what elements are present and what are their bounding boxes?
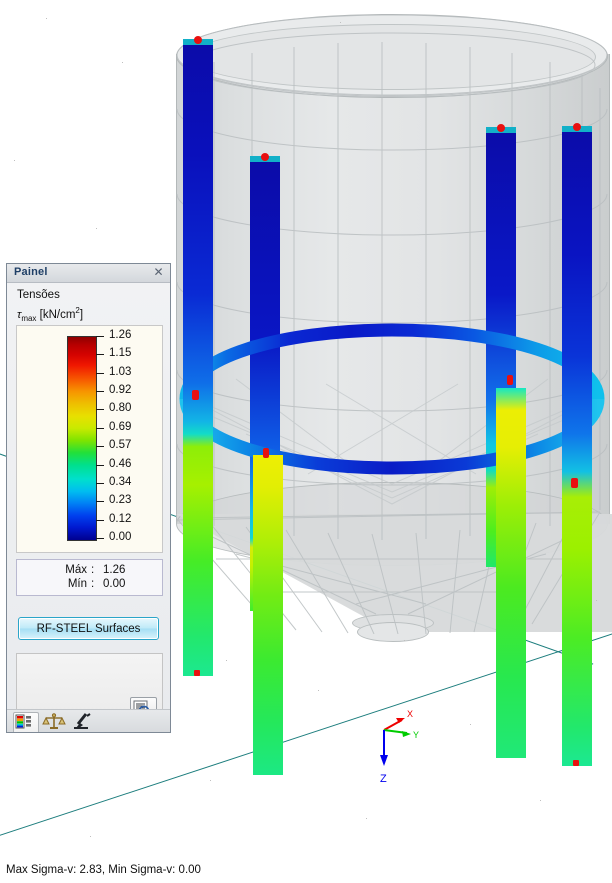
tau-subscript: max (21, 314, 37, 324)
legend-tick-mark (96, 446, 104, 448)
legend-tick-value: 0.34 (109, 475, 132, 488)
max-separator: : (91, 564, 95, 576)
min-label: Mín (67, 578, 87, 590)
svg-text:Y: Y (413, 730, 419, 740)
stress-unit-label: τmax [kN/cm2] (17, 306, 83, 323)
speck (404, 640, 405, 641)
silo-cone-base (357, 622, 429, 642)
legend-tick-value: 1.03 (109, 365, 132, 378)
results-panel[interactable]: Painel ✕ Tensões τmax [kN/cm2] 1.26 1.15 1… (6, 263, 171, 733)
tab-microscope[interactable] (71, 712, 95, 731)
svg-text:X: X (407, 709, 413, 719)
gradient-bar (67, 336, 97, 541)
tab-color-legend[interactable] (13, 712, 39, 732)
speck (470, 724, 471, 725)
speck (340, 22, 341, 23)
min-value: 0.00 (103, 578, 126, 590)
status-text: Max Sigma-v: 2.83, Min Sigma-v: 0.00 (6, 864, 201, 876)
unit-bracket-close: ] (79, 308, 84, 321)
legend-tick-mark (96, 501, 104, 503)
legend-tick-value: 0.80 (109, 402, 132, 415)
support-node-back-right (497, 124, 505, 132)
panel-body: Tensões τmax [kN/cm2] 1.26 1.15 1.03 0.92 0.… (7, 283, 170, 729)
legend-tick-mark (96, 427, 104, 429)
speck (226, 660, 227, 661)
model-viewport[interactable]: X Y Z (0, 0, 612, 860)
support-node-front-middle (263, 448, 269, 458)
tau-symbol: τ (17, 308, 22, 321)
legend-tick-mark (96, 482, 104, 484)
color-legend[interactable]: 1.26 1.15 1.03 0.92 0.80 0.69 0.57 0.46 0.34 0.23… (16, 325, 163, 553)
unit-exponent: 2 (75, 306, 80, 315)
rf-steel-surfaces-button[interactable]: RF-STEEL Surfaces (18, 617, 159, 640)
speck (318, 690, 319, 691)
coordinate-axes: X Y Z (355, 690, 435, 790)
speck (210, 780, 211, 781)
close-icon[interactable]: ✕ (153, 265, 164, 279)
column-stress-face (496, 388, 526, 758)
panel-title-bar[interactable]: Painel ✕ (7, 264, 170, 283)
legend-tick-value: 0.92 (109, 384, 132, 397)
support-node-mid-right (507, 375, 513, 385)
legend-tick-value: 1.26 (109, 329, 132, 341)
support-node-back-left (261, 153, 269, 161)
silo-top-inner (188, 24, 596, 90)
legend-tick-mark (96, 354, 104, 356)
column-stress-face (562, 126, 592, 766)
tab-scales[interactable] (42, 712, 66, 731)
speck (596, 600, 597, 601)
speck (366, 818, 367, 819)
legend-tick-mark (96, 409, 104, 411)
speck (90, 836, 91, 837)
column-front-left (183, 39, 213, 676)
silo-tank (176, 14, 612, 642)
legend-tick-value: 0.69 (109, 420, 132, 433)
support-node-front-right-base (573, 760, 579, 766)
max-value: 1.26 (103, 564, 126, 576)
speck (540, 800, 541, 801)
panel-title-text: Painel (14, 266, 48, 278)
unit-bracket-open: [kN/cm (36, 308, 76, 321)
support-node-front-left-top (194, 36, 202, 44)
status-bar: Max Sigma-v: 2.83, Min Sigma-v: 0.00 (0, 860, 612, 883)
column-front-middle (253, 455, 283, 775)
legend-tick-mark (96, 336, 104, 337)
support-node-front-right-mid (571, 478, 578, 488)
support-node-front-left-base (194, 670, 200, 676)
column-front-right (562, 126, 592, 766)
legend-tick-mark (96, 372, 104, 374)
minmax-box: Máx : 1.26 Mín : 0.00 (16, 559, 163, 596)
column-stress-face (183, 39, 213, 676)
stress-section-label: Tensões (17, 289, 60, 301)
min-separator: : (91, 578, 95, 590)
speck (122, 62, 123, 63)
support-node-front-left-mid (192, 390, 199, 400)
legend-tick-mark (96, 538, 104, 539)
legend-tick-value: 0.00 (109, 531, 132, 543)
column-stress-face (253, 455, 283, 775)
axis-label-z: Z (380, 773, 387, 785)
legend-tick-value: 0.46 (109, 457, 132, 470)
speck (14, 160, 15, 161)
support-node-front-right-top (573, 123, 581, 131)
legend-tick-mark (96, 519, 104, 521)
legend-tick-value: 0.23 (109, 494, 132, 507)
legend-tick-mark (96, 464, 104, 466)
max-label: Máx (65, 564, 87, 576)
speck (46, 18, 47, 19)
panel-tab-bar[interactable] (7, 709, 170, 732)
speck (96, 228, 97, 229)
legend-tick-value: 0.12 (109, 512, 132, 525)
legend-tick-mark (96, 391, 104, 393)
legend-tick-value: 1.15 (109, 347, 132, 360)
column-mid-right (496, 388, 526, 758)
legend-tick-value: 0.57 (109, 439, 132, 452)
